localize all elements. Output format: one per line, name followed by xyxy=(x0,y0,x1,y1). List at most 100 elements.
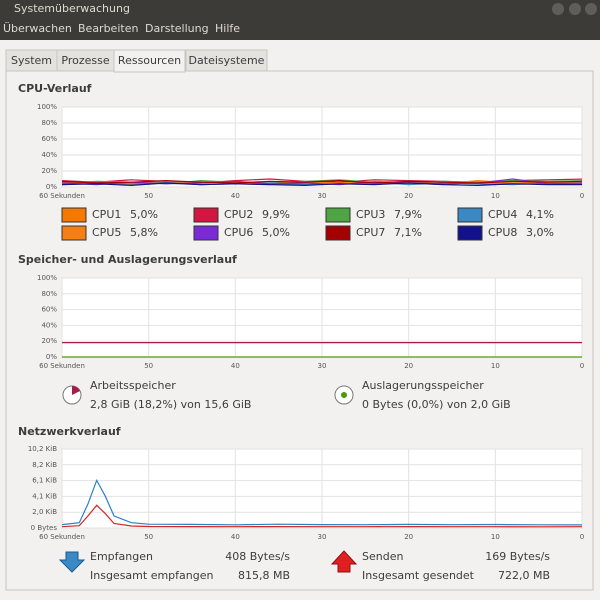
minimize-button[interactable] xyxy=(552,3,564,15)
legend-swatch[interactable] xyxy=(61,207,87,223)
maximize-button[interactable] xyxy=(569,3,581,15)
legend-label: CPU4 xyxy=(488,208,517,221)
y-tick-label: 0 Bytes xyxy=(31,524,58,532)
total-sent-label: Insgesamt gesendet xyxy=(362,569,475,582)
y-tick-label: 80% xyxy=(41,119,57,127)
data-line xyxy=(61,504,583,528)
y-tick-label: 0% xyxy=(46,183,57,191)
x-tick-label: 60 Sekunden xyxy=(39,192,85,200)
legend-label: CPU3 xyxy=(356,208,385,221)
send-label: Senden xyxy=(362,550,403,563)
legend-label: CPU1 xyxy=(92,208,121,221)
menu-item[interactable]: Überwachen xyxy=(3,22,72,35)
data-line xyxy=(61,178,583,186)
y-tick-label: 40% xyxy=(41,321,57,329)
y-tick-label: 20% xyxy=(41,167,57,175)
y-tick-label: 100% xyxy=(37,103,57,111)
x-tick-label: 60 Sekunden xyxy=(39,533,85,541)
legend-swatch[interactable] xyxy=(457,225,483,241)
y-tick-label: 20% xyxy=(41,337,57,345)
data-line xyxy=(61,182,582,187)
x-tick-label: 20 xyxy=(404,192,413,200)
receive-icon xyxy=(58,551,86,573)
tab[interactable] xyxy=(185,49,268,72)
memory-info: Arbeitsspeicher 2,8 GiB (18,2%) von 15,6… xyxy=(62,379,511,411)
legend-value: 5,8% xyxy=(130,226,158,239)
legend-swatch[interactable] xyxy=(193,225,219,241)
y-tick-label: 60% xyxy=(41,306,57,314)
chart: 0% 20% 40% 60% 80% 100% 60 Sekunden 50 40 30 20 10 0… xyxy=(37,103,584,241)
legend-swatch[interactable] xyxy=(325,207,351,223)
y-tick-label: 4,1 KiB xyxy=(32,492,57,500)
y-tick-label: 100% xyxy=(37,274,57,282)
x-tick-label: 50 xyxy=(144,192,153,200)
legend-label: CPU7 xyxy=(356,226,385,239)
x-tick-label: 50 xyxy=(144,533,153,541)
swap-value: 0 Bytes (0,0%) von 2,0 GiB xyxy=(362,398,511,411)
y-tick-label: 0% xyxy=(46,353,57,361)
legend-value: 5,0% xyxy=(262,226,290,239)
data-line xyxy=(61,179,583,184)
x-tick-label: 40 xyxy=(231,533,240,541)
legend-swatch[interactable] xyxy=(325,225,351,241)
memory-value: 2,8 GiB (18,2%) von 15,6 GiB xyxy=(90,398,251,411)
x-tick-label: 30 xyxy=(318,192,327,200)
section-heading: Speicher- und Auslagerungsverlauf xyxy=(18,253,237,266)
y-tick-label: 10,2 KiB xyxy=(28,445,57,453)
legend-swatch[interactable] xyxy=(193,207,219,223)
legend-value: 4,1% xyxy=(526,208,554,221)
legend-value: 9,9% xyxy=(262,208,290,221)
swap-icon-dot xyxy=(341,392,347,398)
y-tick-label: 2,0 KiB xyxy=(32,508,57,516)
tab[interactable] xyxy=(113,49,186,73)
x-tick-label: 50 xyxy=(144,362,153,370)
legend-value: 7,9% xyxy=(394,208,422,221)
total-sent: 722,0 MB xyxy=(498,569,550,582)
send-icon xyxy=(330,550,358,573)
tab-label[interactable]: System xyxy=(11,54,52,67)
legend-label: CPU8 xyxy=(488,226,517,239)
legend-label: CPU5 xyxy=(92,226,121,239)
x-tick-label: 0 xyxy=(580,362,584,370)
total-received-label: Insgesamt empfangen xyxy=(90,569,213,582)
tab-label[interactable]: Prozesse xyxy=(61,54,109,67)
x-tick-label: 0 xyxy=(580,192,584,200)
close-button[interactable] xyxy=(585,3,597,15)
section-heading: Netzwerkverlauf xyxy=(18,425,121,438)
x-tick-label: 40 xyxy=(231,362,240,370)
memory-label: Arbeitsspeicher xyxy=(90,379,176,392)
tab-label[interactable]: Dateisysteme xyxy=(189,54,265,67)
y-tick-label: 40% xyxy=(41,151,57,159)
x-tick-label: 10 xyxy=(491,533,500,541)
y-tick-label: 80% xyxy=(41,290,57,298)
memory-icon-slice xyxy=(72,386,80,395)
legend-label: CPU2 xyxy=(224,208,253,221)
legend-value: 5,0% xyxy=(130,208,158,221)
window-title: Systemüberwachung xyxy=(14,2,130,15)
chart: 0% 20% 40% 60% 80% 100% 60 Sekunden 50 40 30 20 10 0 xyxy=(37,274,584,370)
menu-item[interactable]: Bearbeiten xyxy=(78,22,138,35)
window-buttons[interactable] xyxy=(552,3,597,15)
tab-label[interactable]: Ressourcen xyxy=(118,54,181,67)
x-tick-label: 60 Sekunden xyxy=(39,362,85,370)
menu-item[interactable]: Darstellung xyxy=(145,22,209,35)
legend-swatch[interactable] xyxy=(457,207,483,223)
total-received: 815,8 MB xyxy=(238,569,290,582)
receive-rate: 408 Bytes/s xyxy=(225,550,290,563)
y-tick-label: 6,1 KiB xyxy=(32,477,57,485)
x-tick-label: 10 xyxy=(491,192,500,200)
y-tick-label: 60% xyxy=(41,135,57,143)
x-tick-label: 20 xyxy=(404,362,413,370)
x-tick-label: 10 xyxy=(491,362,500,370)
swap-label: Auslagerungsspeicher xyxy=(362,379,484,392)
legend-swatch[interactable] xyxy=(61,225,87,241)
legend-label: CPU6 xyxy=(224,226,253,239)
x-tick-label: 40 xyxy=(231,192,240,200)
send-rate: 169 Bytes/s xyxy=(485,550,550,563)
network-info: Empfangen 408 Bytes/s Insgesamt empfange… xyxy=(58,550,550,582)
legend-value: 3,0% xyxy=(526,226,554,239)
x-tick-label: 0 xyxy=(580,533,584,541)
y-tick-label: 8,2 KiB xyxy=(32,461,57,469)
menu-item[interactable]: Hilfe xyxy=(215,22,240,35)
